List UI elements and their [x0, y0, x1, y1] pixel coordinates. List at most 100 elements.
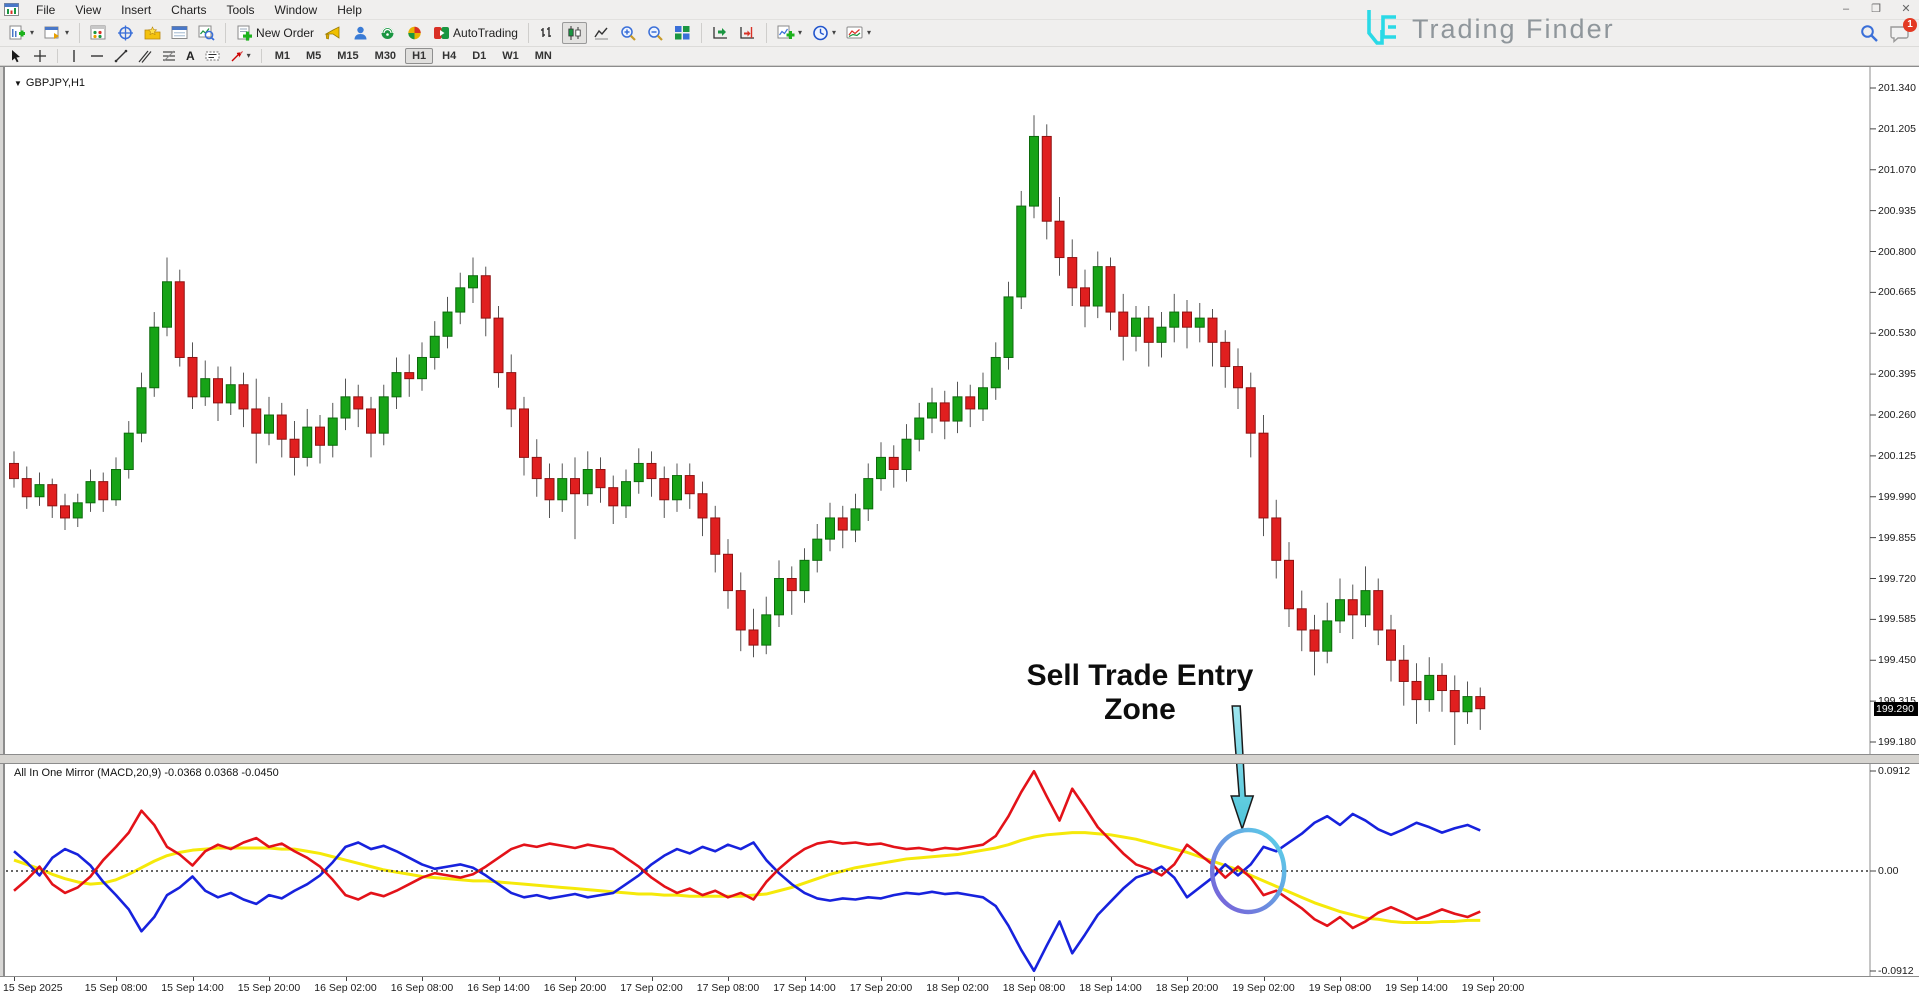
- restore-button[interactable]: ❐: [1871, 3, 1881, 15]
- text-button[interactable]: A: [182, 46, 199, 66]
- new-order-button[interactable]: New Order: [232, 22, 318, 44]
- auto-scroll-button[interactable]: [708, 22, 733, 44]
- price-axis[interactable]: 201.340 201.205 201.070 200.935 200.800 200.6…: [1874, 67, 1919, 977]
- candle-body: [544, 478, 555, 501]
- autotrading-button[interactable]: AutoTrading: [429, 22, 522, 44]
- equidistant-channel-icon: [138, 50, 152, 63]
- timeframe-m30[interactable]: M30: [368, 48, 403, 64]
- candle-body: [327, 417, 338, 446]
- candle-body: [799, 559, 810, 592]
- zoom-out-button[interactable]: [643, 22, 668, 44]
- cursor-button[interactable]: [5, 46, 27, 66]
- candle-body: [47, 484, 58, 507]
- timeframe-h1[interactable]: H1: [405, 48, 434, 64]
- candle-body: [238, 384, 249, 410]
- candle-body: [1220, 341, 1231, 368]
- timeframe-m15[interactable]: M15: [330, 48, 365, 64]
- candle-body: [1437, 674, 1447, 692]
- market-watch-button[interactable]: [86, 22, 111, 44]
- candle-body: [672, 475, 682, 501]
- candle-body: [1233, 366, 1243, 389]
- new-chart-button[interactable]: ▾: [5, 22, 38, 44]
- candle-body: [276, 414, 287, 440]
- candle-body: [429, 335, 440, 358]
- candle-body: [1143, 317, 1154, 343]
- menu-view[interactable]: View: [75, 2, 102, 17]
- panel-splitter[interactable]: [0, 754, 1919, 764]
- horizontal-line-button[interactable]: [86, 46, 108, 66]
- bar-chart-icon: [540, 27, 551, 37]
- candle-body: [468, 275, 478, 289]
- menu-tools[interactable]: Tools: [226, 2, 255, 17]
- symbol-label[interactable]: ▼ GBPJPY,H1: [14, 77, 85, 89]
- search-icon[interactable]: [1860, 24, 1879, 43]
- time-tick-mark: [1340, 977, 1341, 981]
- chat-button[interactable]: 1: [1889, 18, 1917, 48]
- line-chart-icon: [594, 27, 608, 40]
- chart-line-button[interactable]: [589, 22, 614, 44]
- menu-file[interactable]: File: [36, 2, 56, 17]
- close-button[interactable]: ✕: [1901, 3, 1911, 15]
- candle-body: [1092, 266, 1103, 307]
- metaeditor-button[interactable]: [320, 22, 346, 44]
- fibonacci-button[interactable]: [158, 46, 180, 66]
- candle-body: [123, 432, 134, 471]
- price-tick: 199.990: [1878, 490, 1916, 503]
- vertical-line-icon: [73, 50, 75, 62]
- minimize-button[interactable]: –: [1842, 3, 1850, 15]
- community-button[interactable]: [348, 22, 373, 44]
- candle-body: [340, 396, 351, 419]
- timeframe-w1[interactable]: W1: [495, 48, 526, 64]
- chart-candles-button[interactable]: [561, 22, 587, 44]
- price-tick: 199.855: [1878, 531, 1916, 544]
- shapes-button[interactable]: ▾: [226, 46, 255, 66]
- candle-body: [1462, 696, 1473, 713]
- terminal-button[interactable]: [167, 22, 192, 44]
- templates-button[interactable]: ▾: [842, 22, 875, 44]
- chart-shift-button[interactable]: [735, 22, 760, 44]
- chart-bars-button[interactable]: [535, 22, 560, 44]
- candle-body: [735, 590, 746, 631]
- candle-body: [901, 438, 912, 471]
- data-window-button[interactable]: [113, 22, 138, 44]
- periods-button[interactable]: ▾: [808, 22, 840, 44]
- signals-button[interactable]: [375, 22, 400, 44]
- timeframe-m5[interactable]: M5: [299, 48, 328, 64]
- time-axis[interactable]: 15 Sep 2025 15 Sep 08:00 15 Sep 14:00 15 Se…: [0, 976, 1919, 996]
- menu-insert[interactable]: Insert: [121, 2, 152, 17]
- time-tick-mark: [1034, 977, 1035, 981]
- candle-body: [442, 311, 453, 337]
- menu-window[interactable]: Window: [274, 2, 318, 17]
- menu-help[interactable]: Help: [337, 2, 362, 17]
- timeframe-m1[interactable]: M1: [268, 48, 297, 64]
- profiles-button[interactable]: ▾: [40, 22, 73, 44]
- menu-charts[interactable]: Charts: [171, 2, 207, 17]
- channel-button[interactable]: [134, 46, 156, 66]
- candle-body: [697, 493, 708, 519]
- trendline-button[interactable]: [110, 46, 132, 66]
- market-button[interactable]: [402, 22, 427, 44]
- zoom-in-button[interactable]: [616, 22, 641, 44]
- tile-windows-button[interactable]: [670, 22, 695, 44]
- indicator-tick: 0.00: [1878, 865, 1899, 877]
- symbol-marker-icon: ▼: [14, 78, 22, 88]
- crosshair-button[interactable]: [29, 46, 51, 66]
- navigator-button[interactable]: [140, 22, 165, 44]
- candle-body: [1245, 387, 1256, 434]
- price-tick: 199.450: [1878, 654, 1916, 667]
- price-tick: 199.585: [1878, 613, 1916, 626]
- candle-body: [1475, 696, 1486, 710]
- timeframe-d1[interactable]: D1: [465, 48, 493, 64]
- chart-plot[interactable]: [0, 67, 1919, 996]
- timeframe-h4[interactable]: H4: [435, 48, 463, 64]
- trendline-icon: [114, 49, 128, 63]
- candle-body: [927, 402, 937, 419]
- timeframe-mn[interactable]: MN: [528, 48, 559, 64]
- candle-body: [557, 478, 568, 501]
- vertical-line-button[interactable]: [64, 46, 84, 66]
- label-button[interactable]: [201, 46, 224, 66]
- indicators-button[interactable]: ▾: [773, 22, 806, 44]
- indicators-icon: [777, 25, 795, 39]
- strategy-tester-button[interactable]: [194, 22, 219, 44]
- candle-body: [251, 408, 262, 434]
